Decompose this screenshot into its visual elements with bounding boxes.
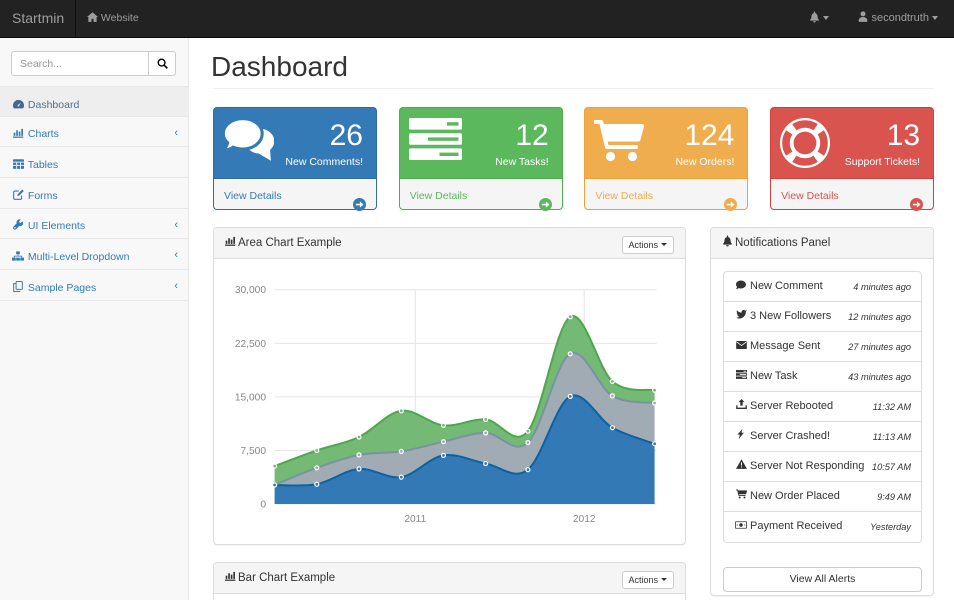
svg-text:2012: 2012 xyxy=(573,514,596,525)
svg-text:15,000: 15,000 xyxy=(235,392,266,403)
svg-text:7,500: 7,500 xyxy=(241,446,267,457)
svg-text:2011: 2011 xyxy=(404,514,426,525)
svg-text:0: 0 xyxy=(260,499,266,510)
svg-text:30,000: 30,000 xyxy=(235,285,266,296)
svg-text:22,500: 22,500 xyxy=(235,339,266,350)
